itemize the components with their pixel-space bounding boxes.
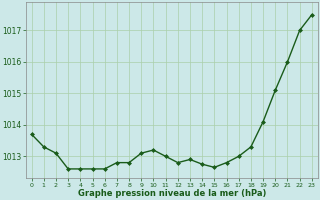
X-axis label: Graphe pression niveau de la mer (hPa): Graphe pression niveau de la mer (hPa) <box>77 189 266 198</box>
